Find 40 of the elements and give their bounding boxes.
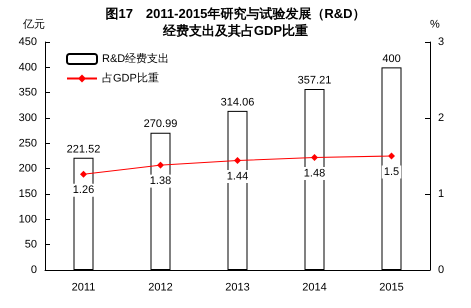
data-label: 357.21 (298, 74, 332, 87)
chart-title: 图17 2011-2015年研究与试验发展（R&D） (105, 6, 366, 21)
data-label: 1.26 (72, 184, 94, 196)
y-tick-label: 450 (18, 36, 37, 48)
data-label: 1.38 (150, 175, 172, 188)
point (388, 152, 395, 160)
y-axis-title: 亿元 (22, 18, 45, 30)
y-tick-label: 100 (18, 213, 37, 226)
data-label: 1.48 (304, 168, 326, 180)
x-tick-label: 2012 (148, 282, 173, 294)
y-tick-label: 50 (24, 238, 37, 251)
data-label: 270.99 (144, 118, 178, 130)
y-tick-label: 350 (18, 86, 37, 99)
data-label: 400 (382, 52, 401, 65)
y-tick-label: 400 (18, 61, 37, 74)
y-tick-label: 300 (18, 112, 37, 124)
chart-subtitle: 经费支出及其占GDP比重 (162, 23, 308, 38)
point (311, 154, 318, 162)
point (80, 170, 87, 178)
point (157, 162, 164, 169)
y2-tick-label: 0 (438, 264, 444, 276)
x-tick-label: 2013 (225, 282, 250, 294)
y-tick-label: 200 (18, 162, 37, 175)
y2-tick-label: 1 (438, 188, 444, 200)
x-tick-label: 2014 (302, 282, 327, 294)
data-label: 314.06 (220, 96, 254, 108)
data-label: 1.44 (226, 170, 248, 183)
y-tick-label: 250 (18, 137, 37, 150)
x-tick-label: 2011 (72, 282, 96, 294)
data-label: 1.5 (384, 166, 400, 178)
legend-label: R&D经费支出 (102, 52, 170, 65)
x-tick-label: 2015 (379, 282, 404, 294)
point (234, 157, 241, 164)
data-label: 221.52 (66, 143, 100, 156)
y2-axis-title: % (430, 18, 440, 30)
y2-tick-label: 2 (438, 112, 444, 124)
y-tick-label: 0 (30, 264, 37, 276)
legend-label: 占GDP比重 (102, 72, 159, 84)
y-tick-label: 150 (18, 188, 37, 200)
y2-tick-label: 3 (438, 36, 444, 48)
